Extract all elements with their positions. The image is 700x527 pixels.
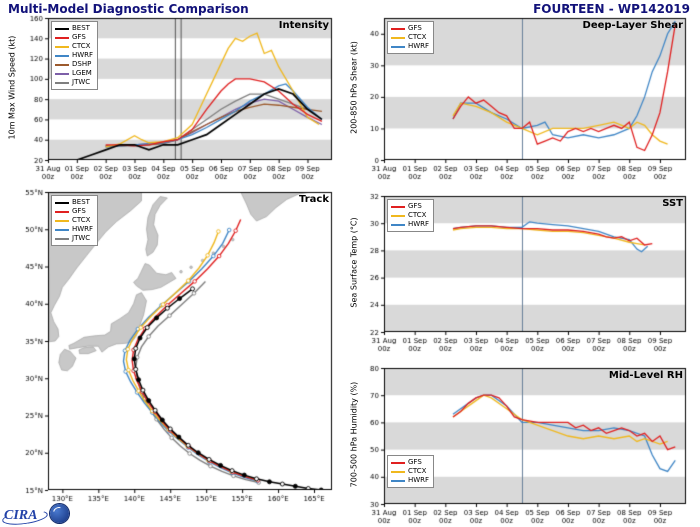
legend-swatch	[55, 228, 69, 231]
legend-swatch	[391, 461, 405, 464]
legend-swatch	[55, 54, 69, 57]
intensity-y-axis-label: 10m Max Wind Speed (kt)	[7, 35, 17, 140]
legend-item-CTCX: CTCX	[391, 467, 429, 476]
sst-panel-title: SST	[662, 198, 683, 209]
shear-panel-title: Deep-Layer Shear	[582, 20, 683, 31]
legend-swatch	[391, 205, 405, 208]
legend-label: HWRF	[408, 42, 430, 50]
legend-label: CTCX	[408, 211, 427, 219]
legend-swatch	[55, 210, 69, 213]
rh-panel-title: Mid-Level RH	[608, 370, 683, 381]
legend-swatch	[55, 36, 69, 39]
legend-swatch	[391, 36, 405, 39]
legend-label: LGEM	[72, 69, 92, 77]
legend-swatch	[55, 45, 69, 48]
legend-item-LGEM: LGEM	[55, 69, 93, 78]
legend-item-HWRF: HWRF	[55, 225, 93, 234]
legend-item-HWRF: HWRF	[391, 476, 429, 485]
legend-swatch	[391, 27, 405, 30]
legend-item-CTCX: CTCX	[391, 33, 429, 42]
track-panel-title: Track	[299, 194, 329, 205]
legend-label: HWRF	[408, 220, 430, 228]
legend-label: GFS	[408, 24, 422, 32]
legend-swatch	[55, 27, 69, 30]
legend-item-JTWC: JTWC	[55, 78, 93, 87]
legend-label: CTCX	[72, 42, 91, 50]
legend-label: BEST	[72, 24, 90, 32]
legend-label: GFS	[72, 207, 86, 215]
legend-label: HWRF	[72, 51, 94, 59]
legend-item-HWRF: HWRF	[55, 51, 93, 60]
legend-label: GFS	[72, 33, 86, 41]
legend-item-CTCX: CTCX	[55, 42, 93, 51]
legend-swatch	[391, 223, 405, 226]
legend-item-CTCX: CTCX	[55, 216, 93, 225]
cira-logo: CIRA	[1, 504, 49, 527]
sst-legend: GFS CTCX HWRF	[387, 199, 435, 232]
legend-swatch	[391, 214, 405, 217]
legend-item-BEST: BEST	[55, 198, 93, 207]
legend-label: HWRF	[408, 476, 430, 484]
legend-label: BEST	[72, 198, 90, 206]
legend-item-CTCX: CTCX	[391, 211, 429, 220]
legend-item-GFS: GFS	[391, 458, 429, 467]
legend-swatch	[55, 81, 69, 84]
legend-label: HWRF	[72, 225, 94, 233]
legend-label: GFS	[408, 458, 422, 466]
legend-item-GFS: GFS	[55, 207, 93, 216]
legend-item-DSHP: DSHP	[55, 60, 93, 69]
legend-item-GFS: GFS	[55, 33, 93, 42]
legend-label: CTCX	[408, 467, 427, 475]
legend-swatch	[55, 237, 69, 240]
legend-item-JTWC: JTWC	[55, 234, 93, 243]
rh-legend: GFS CTCX HWRF	[387, 455, 435, 488]
legend-label: CTCX	[408, 33, 427, 41]
intensity-panel-title: Intensity	[278, 20, 329, 31]
cira-logo-text: CIRA	[4, 508, 38, 523]
legend-label: GFS	[408, 202, 422, 210]
legend-swatch	[55, 219, 69, 222]
sst-y-axis-label: Sea Surface Temp (°C)	[349, 217, 359, 308]
storm-title: FOURTEEN - WP142019	[533, 2, 690, 16]
track-legend: BEST GFS CTCX HWRF JTWC	[51, 195, 99, 246]
legend-label: DSHP	[72, 60, 92, 68]
shear-y-axis-label: 200-850 hPa Shear (kt)	[349, 41, 359, 134]
page-title: Multi-Model Diagnostic Comparison	[8, 2, 249, 16]
legend-label: JTWC	[72, 234, 91, 242]
legend-label: CTCX	[72, 216, 91, 224]
legend-item-GFS: GFS	[391, 24, 429, 33]
legend-item-GFS: GFS	[391, 202, 429, 211]
legend-swatch	[391, 45, 405, 48]
legend-swatch	[391, 470, 405, 473]
legend-swatch	[391, 479, 405, 482]
shear-legend: GFS CTCX HWRF	[387, 21, 435, 54]
intensity-legend: BEST GFS CTCX HWRF DSHP LGEM JTWC	[51, 21, 99, 90]
legend-swatch	[55, 201, 69, 204]
legend-item-HWRF: HWRF	[391, 42, 429, 51]
legend-label: JTWC	[72, 78, 91, 86]
globe-logo-icon	[50, 504, 69, 523]
legend-item-BEST: BEST	[55, 24, 93, 33]
legend-item-HWRF: HWRF	[391, 220, 429, 229]
legend-swatch	[55, 72, 69, 75]
legend-swatch	[55, 63, 69, 66]
rh-y-axis-label: 700-500 hPa Humidity (%)	[349, 381, 359, 488]
